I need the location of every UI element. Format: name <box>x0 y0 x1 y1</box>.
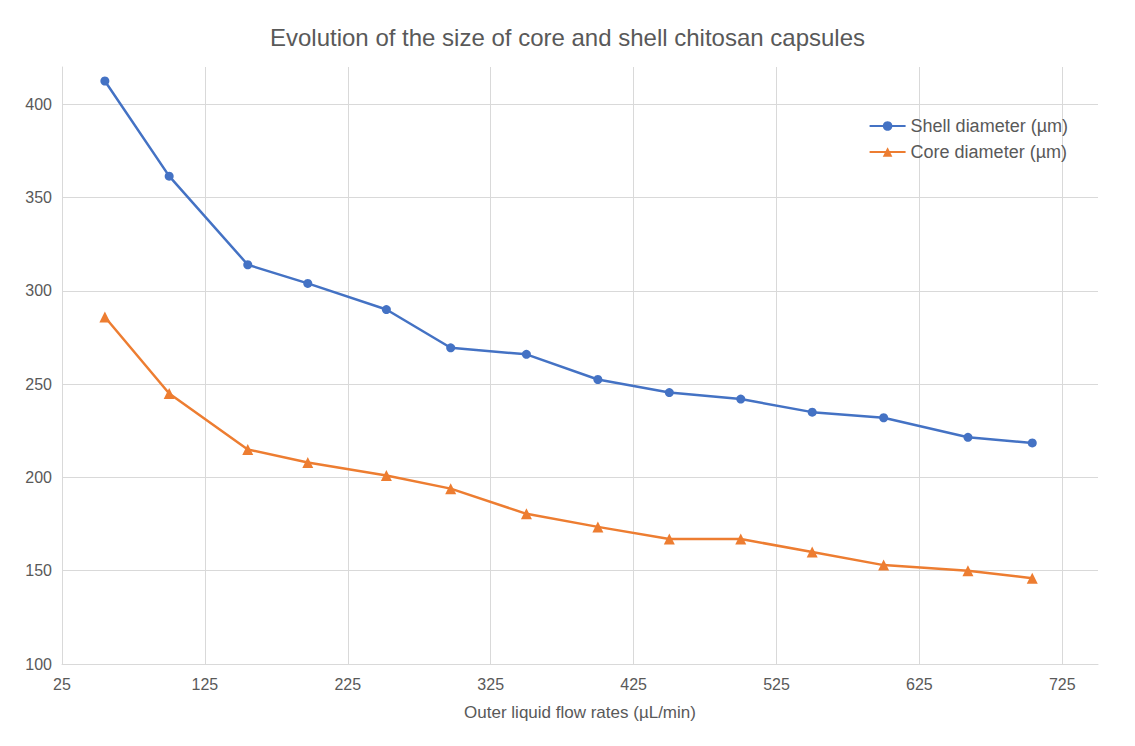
svg-text:525: 525 <box>763 676 790 693</box>
svg-text:100: 100 <box>25 656 52 673</box>
svg-text:625: 625 <box>906 676 933 693</box>
svg-text:250: 250 <box>25 376 52 393</box>
svg-text:425: 425 <box>620 676 647 693</box>
svg-text:350: 350 <box>25 189 52 206</box>
svg-text:125: 125 <box>192 676 219 693</box>
svg-text:225: 225 <box>334 676 361 693</box>
svg-text:300: 300 <box>25 282 52 299</box>
svg-text:200: 200 <box>25 469 52 486</box>
svg-text:Outer liquid flow rates (µL/mi: Outer liquid flow rates (µL/min) <box>464 703 696 722</box>
svg-text:Shell diameter (µm): Shell diameter (µm) <box>911 116 1068 136</box>
svg-text:25: 25 <box>53 676 71 693</box>
svg-text:725: 725 <box>1049 676 1076 693</box>
svg-text:Core diameter (µm): Core diameter (µm) <box>911 142 1067 162</box>
svg-text:Evolution of the size of core: Evolution of the size of core and shell … <box>270 24 865 51</box>
svg-text:400: 400 <box>25 96 52 113</box>
svg-text:325: 325 <box>477 676 504 693</box>
svg-text:150: 150 <box>25 562 52 579</box>
